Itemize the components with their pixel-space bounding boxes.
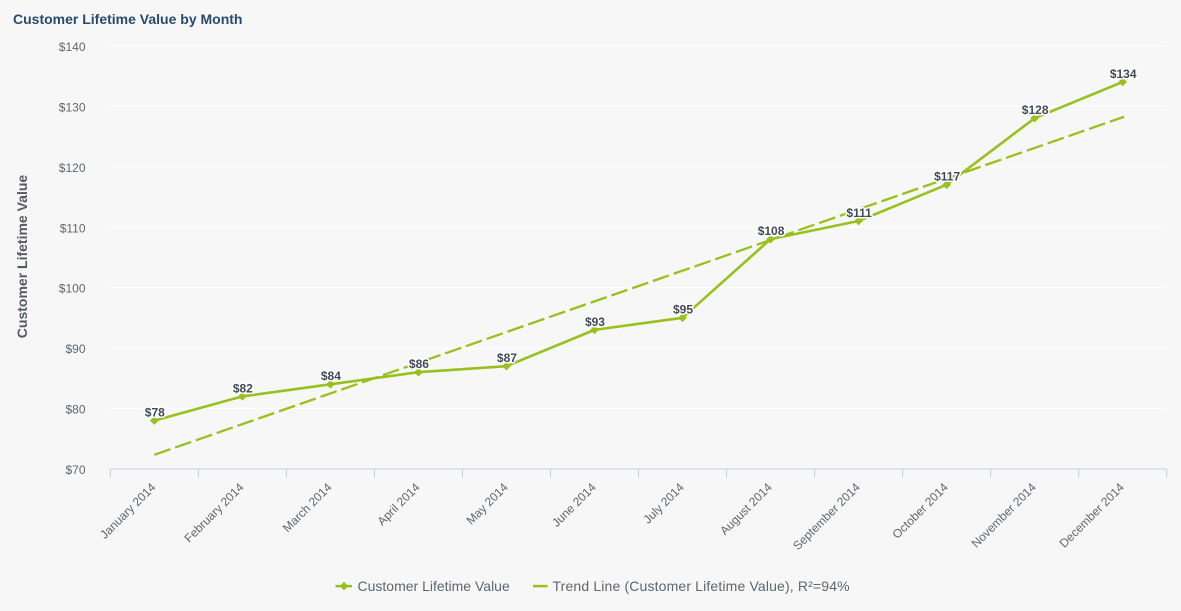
svg-text:May 2014: May 2014 [464, 480, 511, 527]
svg-text:$120: $120 [59, 161, 86, 175]
svg-text:$70: $70 [65, 463, 85, 477]
svg-text:$128: $128 [1022, 103, 1049, 117]
svg-text:$110: $110 [60, 221, 86, 235]
svg-text:February 2014: February 2014 [181, 480, 246, 545]
svg-text:$86: $86 [409, 357, 429, 371]
svg-text:$87: $87 [497, 351, 517, 365]
svg-text:September 2014: September 2014 [790, 480, 863, 553]
svg-text:Trend Line (Customer Lifetime: Trend Line (Customer Lifetime Value), R²… [553, 578, 850, 594]
svg-text:$140: $140 [59, 40, 86, 54]
svg-text:October 2014: October 2014 [890, 480, 952, 542]
svg-text:March 2014: March 2014 [280, 480, 335, 535]
svg-text:$84: $84 [321, 369, 341, 383]
svg-text:$90: $90 [65, 342, 85, 356]
svg-text:Customer Lifetime Value by Mon: Customer Lifetime Value by Month [13, 11, 242, 27]
svg-text:$134: $134 [1110, 67, 1137, 81]
svg-text:$130: $130 [59, 100, 86, 114]
svg-text:Customer Lifetime Value: Customer Lifetime Value [358, 578, 510, 594]
svg-text:$95: $95 [673, 303, 693, 317]
svg-text:July 2014: July 2014 [641, 480, 687, 526]
svg-text:April 2014: April 2014 [375, 480, 423, 528]
svg-text:December 2014: December 2014 [1057, 480, 1128, 551]
svg-text:November 2014: November 2014 [969, 480, 1040, 551]
svg-text:$100: $100 [59, 282, 86, 296]
svg-text:$111: $111 [846, 206, 872, 220]
svg-text:$93: $93 [585, 315, 605, 329]
svg-text:$82: $82 [233, 381, 253, 395]
svg-text:$80: $80 [65, 403, 85, 417]
svg-text:January 2014: January 2014 [97, 480, 159, 542]
svg-text:August 2014: August 2014 [717, 480, 775, 538]
svg-text:$108: $108 [758, 224, 785, 238]
svg-text:Customer Lifetime Value: Customer Lifetime Value [14, 175, 30, 339]
svg-text:$117: $117 [934, 170, 960, 184]
svg-text:June 2014: June 2014 [549, 480, 599, 530]
svg-text:$78: $78 [145, 406, 165, 420]
